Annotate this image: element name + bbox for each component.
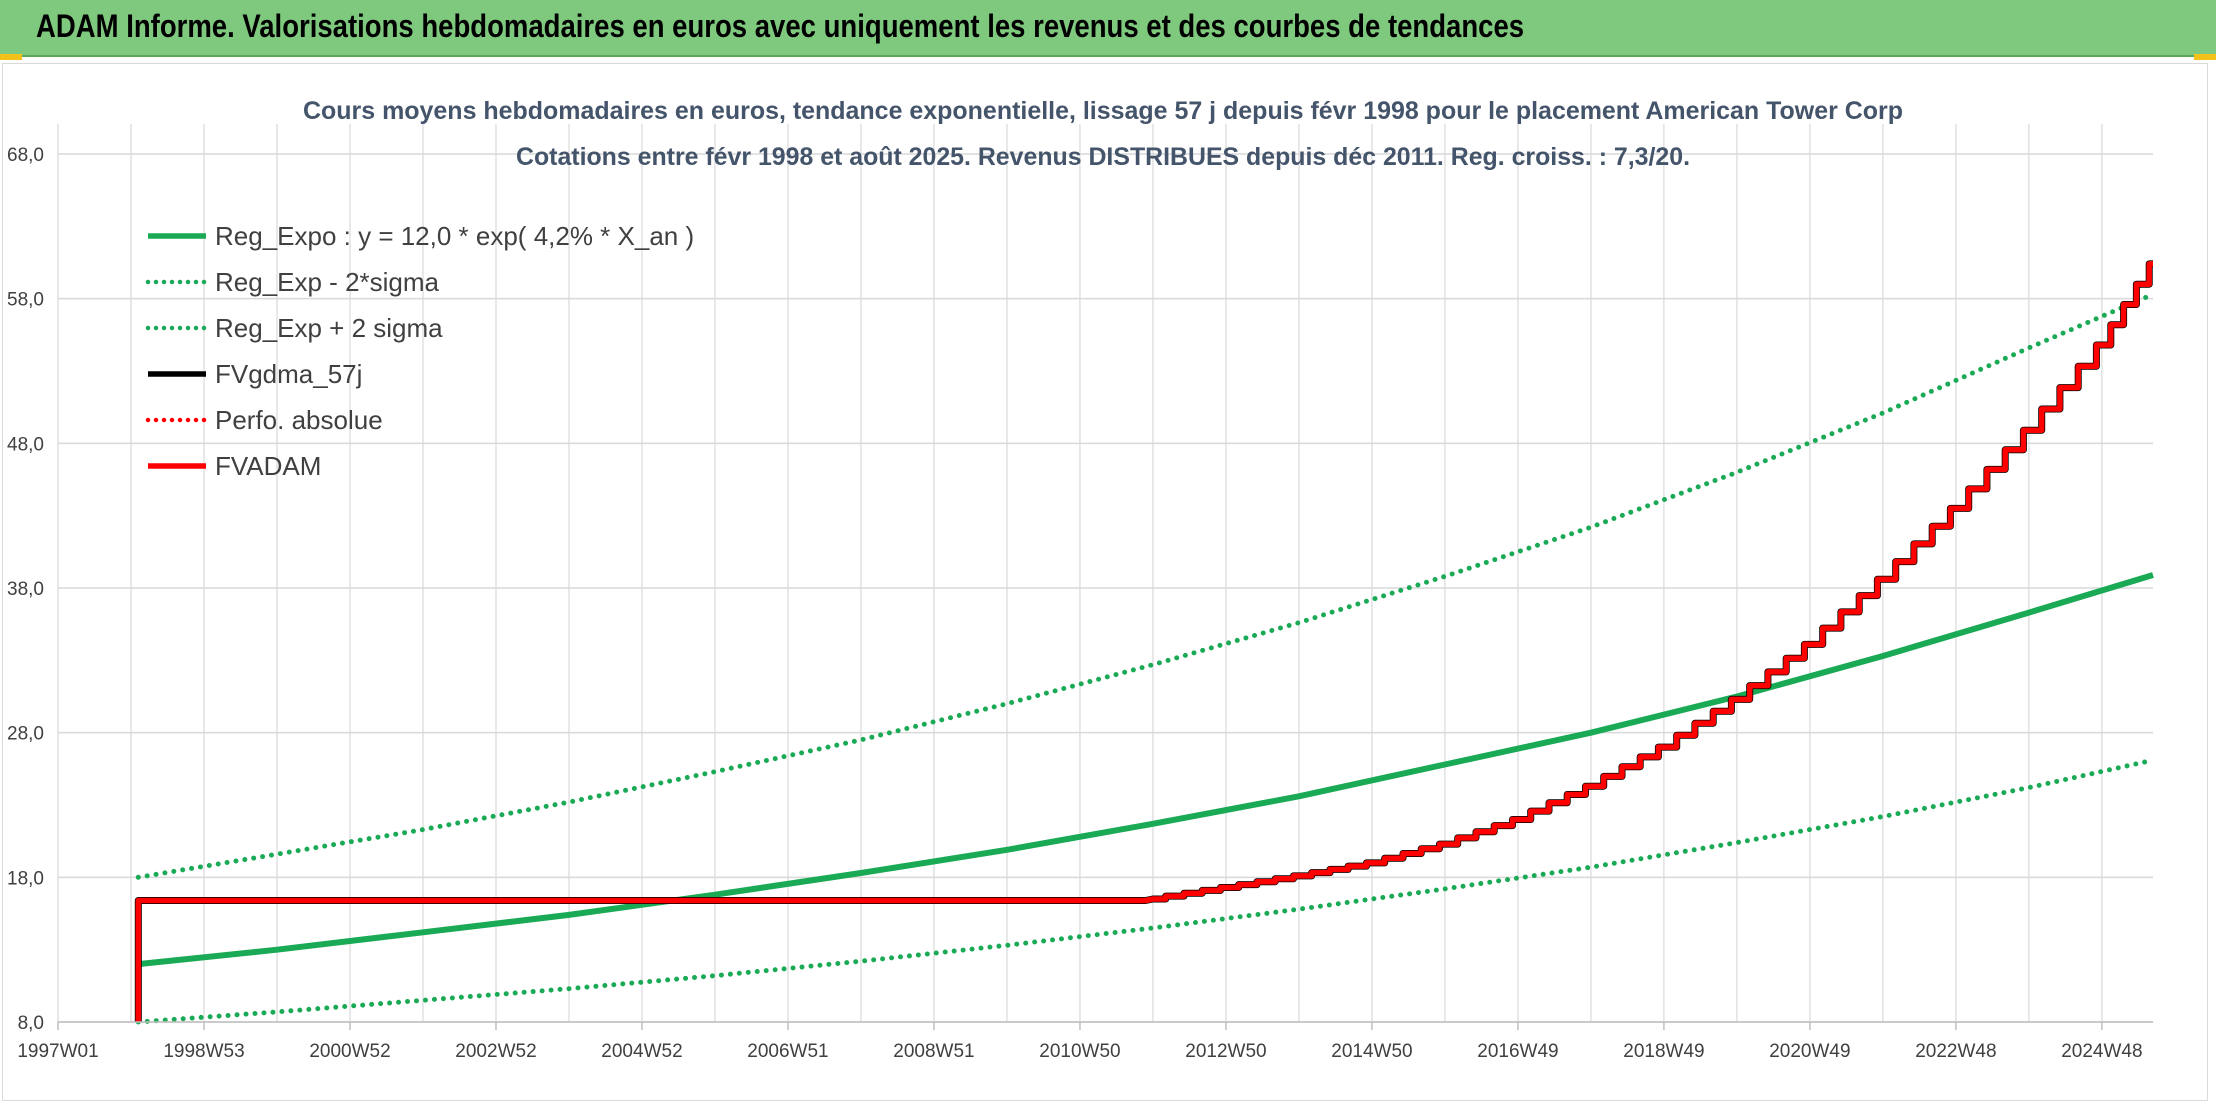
series-line-3 bbox=[135, 291, 2156, 880]
legend-label: FVgdma_57j bbox=[215, 359, 362, 389]
legend-label: Reg_Exp - 2*sigma bbox=[215, 267, 440, 297]
legend-label: FVADAM bbox=[215, 451, 321, 481]
x-tick-label: 2010W50 bbox=[1039, 1041, 1120, 1062]
x-tick-label: 2000W52 bbox=[309, 1041, 390, 1062]
chart-title: Cours moyens hebdomadaires en euros, ten… bbox=[303, 97, 1903, 125]
x-tick-label: 2008W51 bbox=[893, 1041, 974, 1062]
x-tick-label: 2020W49 bbox=[1769, 1041, 1850, 1062]
series-line-4 bbox=[134, 260, 2153, 1022]
x-tick-label: 2018W49 bbox=[1623, 1041, 1704, 1062]
x-tick-label: 2014W50 bbox=[1331, 1041, 1412, 1062]
series-line-6 bbox=[135, 261, 2153, 1022]
x-tick-label: 2006W51 bbox=[747, 1041, 828, 1062]
axis-layer: 68,0 58,0 48,0 38,0 28,0 18,0 8,0 1997W01 1998W5… bbox=[7, 145, 2153, 1062]
chart-subtitle: Cotations entre févr 1998 et août 2025. … bbox=[516, 143, 1690, 171]
series-line-2 bbox=[135, 757, 2156, 1025]
y-tick-label: 48,0 bbox=[7, 434, 44, 455]
x-tick-label: 1997W01 bbox=[17, 1041, 98, 1062]
corner-marker-right bbox=[2194, 54, 2216, 60]
report-banner: ADAM Informe. Valorisations hebdomadaire… bbox=[0, 0, 2216, 57]
x-tick-label: 2024W48 bbox=[2061, 1041, 2142, 1062]
x-tick-label: 2002W52 bbox=[455, 1041, 536, 1062]
legend-label: Reg_Exp + 2 sigma bbox=[215, 313, 443, 343]
legend-label: Perfo. absolue bbox=[215, 405, 383, 435]
report-title: ADAM Informe. Valorisations hebdomadaire… bbox=[36, 8, 1525, 44]
legend-label: Reg_Expo : y = 12,0 * exp( 4,2% * X_an ) bbox=[215, 221, 694, 251]
grid-layer bbox=[57, 124, 2153, 1023]
x-tick-label: 2004W52 bbox=[601, 1041, 682, 1062]
x-tick-label: 2012W50 bbox=[1185, 1041, 1266, 1062]
y-tick-label: 68,0 bbox=[7, 145, 44, 166]
series-layer bbox=[134, 260, 2156, 1025]
x-tick-label: 2016W49 bbox=[1477, 1041, 1558, 1062]
legend: Reg_Expo : y = 12,0 * exp( 4,2% * X_an )… bbox=[145, 221, 694, 481]
chart-frame bbox=[2, 63, 2208, 1101]
y-tick-label: 38,0 bbox=[7, 579, 44, 600]
y-tick-label: 28,0 bbox=[7, 724, 44, 745]
series-line-1 bbox=[137, 572, 2154, 968]
y-tick-label: 58,0 bbox=[7, 290, 44, 311]
y-tick-label: 18,0 bbox=[7, 868, 44, 889]
corner-marker-left bbox=[0, 54, 22, 60]
x-tick-label: 1998W53 bbox=[163, 1041, 244, 1062]
y-tick-label: 8,0 bbox=[18, 1013, 44, 1034]
x-tick-label: 2022W48 bbox=[1915, 1041, 1996, 1062]
